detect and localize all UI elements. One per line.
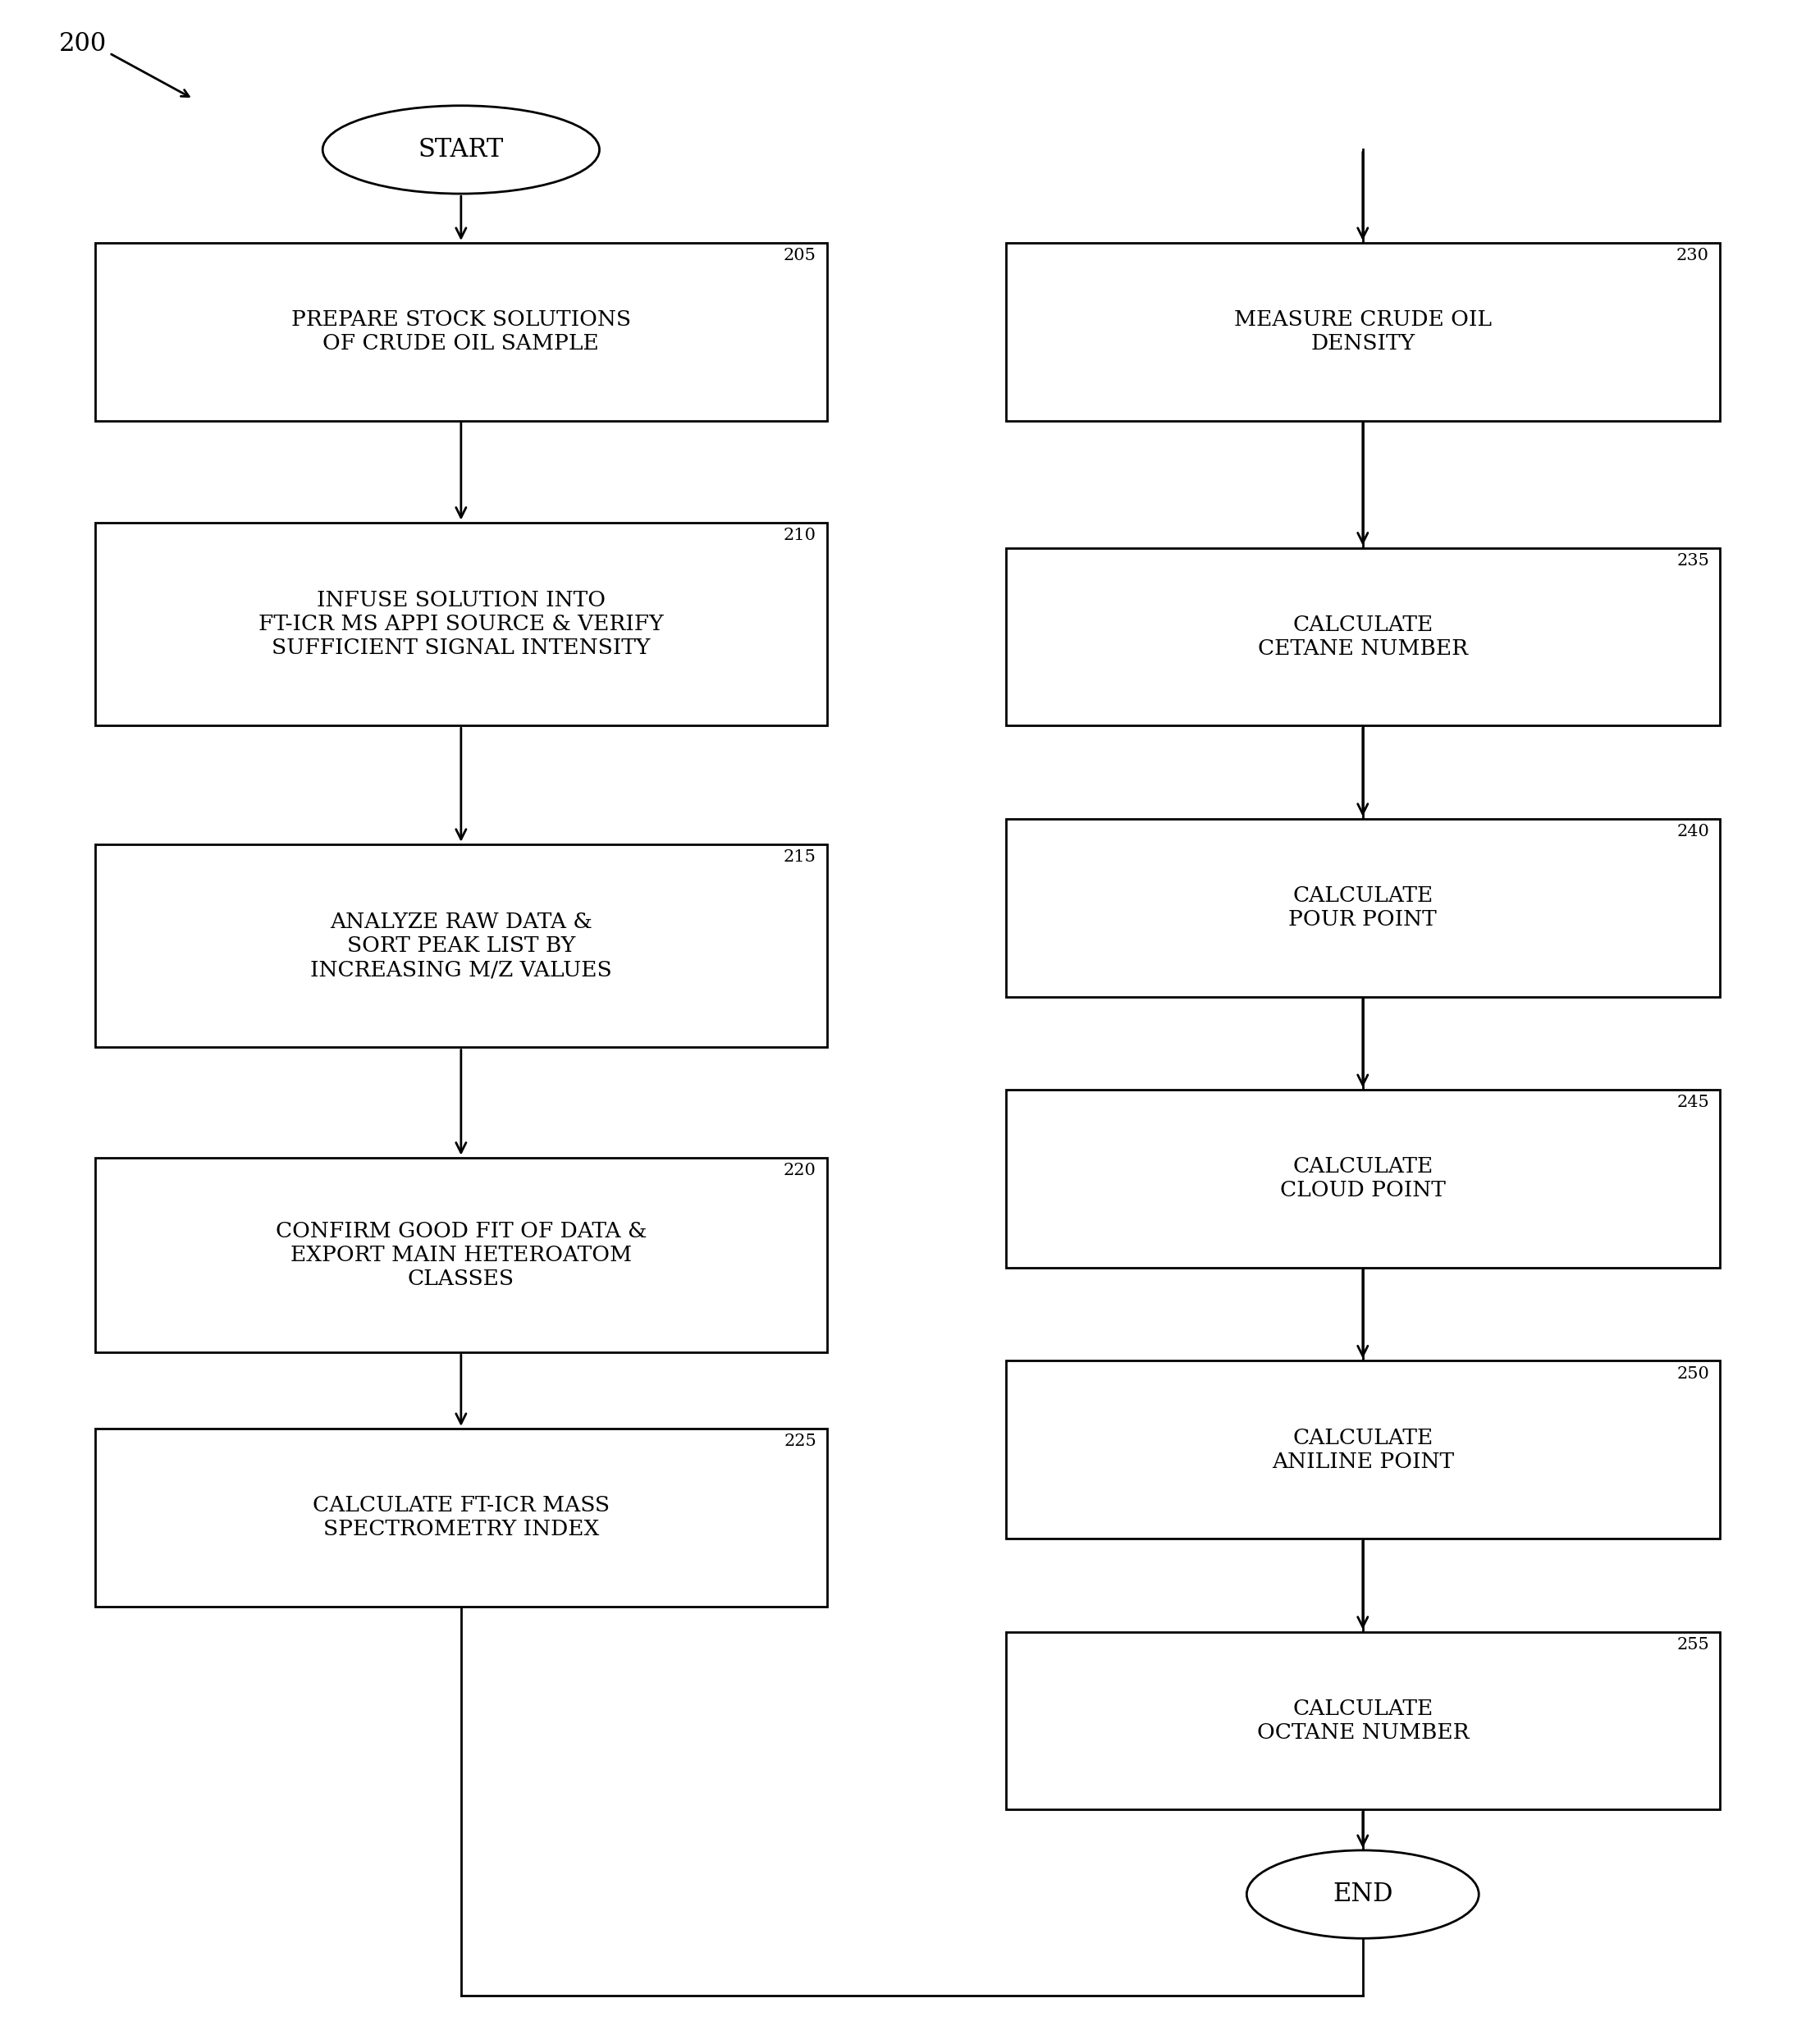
Text: 230: 230 [1677,247,1709,264]
Text: 240: 240 [1677,824,1709,840]
Ellipse shape [1247,1850,1479,1938]
FancyBboxPatch shape [95,1157,827,1353]
FancyBboxPatch shape [1006,243,1720,421]
Text: 255: 255 [1677,1637,1709,1652]
Text: PREPARE STOCK SOLUTIONS
OF CRUDE OIL SAMPLE: PREPARE STOCK SOLUTIONS OF CRUDE OIL SAM… [291,309,631,354]
Text: START: START [419,137,503,161]
FancyBboxPatch shape [1006,1089,1720,1267]
FancyBboxPatch shape [95,523,827,726]
FancyBboxPatch shape [1006,1631,1720,1809]
Text: 205: 205 [783,247,816,264]
FancyBboxPatch shape [95,243,827,421]
Text: CONFIRM GOOD FIT OF DATA &
EXPORT MAIN HETEROATOM
CLASSES: CONFIRM GOOD FIT OF DATA & EXPORT MAIN H… [275,1220,647,1290]
FancyBboxPatch shape [95,844,827,1047]
FancyBboxPatch shape [95,1429,827,1607]
Text: CALCULATE
OCTANE NUMBER: CALCULATE OCTANE NUMBER [1256,1699,1468,1744]
Text: INFUSE SOLUTION INTO
FT-ICR MS APPI SOURCE & VERIFY
SUFFICIENT SIGNAL INTENSITY: INFUSE SOLUTION INTO FT-ICR MS APPI SOUR… [259,591,663,658]
FancyBboxPatch shape [1006,1361,1720,1539]
Text: END: END [1333,1883,1393,1907]
Text: CALCULATE
CLOUD POINT: CALCULATE CLOUD POINT [1279,1157,1445,1200]
Text: 235: 235 [1677,552,1709,568]
Text: 215: 215 [783,848,816,865]
Text: 250: 250 [1677,1365,1709,1382]
Text: 225: 225 [783,1433,816,1449]
FancyBboxPatch shape [1006,820,1720,997]
Text: CALCULATE FT-ICR MASS
SPECTROMETRY INDEX: CALCULATE FT-ICR MASS SPECTROMETRY INDEX [313,1496,609,1539]
Text: 220: 220 [783,1163,816,1177]
Text: CALCULATE
POUR POINT: CALCULATE POUR POINT [1288,885,1438,930]
Text: 245: 245 [1677,1096,1709,1110]
Text: MEASURE CRUDE OIL
DENSITY: MEASURE CRUDE OIL DENSITY [1235,309,1492,354]
FancyBboxPatch shape [1006,548,1720,726]
Text: CALCULATE
ANILINE POINT: CALCULATE ANILINE POINT [1272,1427,1454,1472]
Text: 210: 210 [783,527,816,544]
Text: CALCULATE
CETANE NUMBER: CALCULATE CETANE NUMBER [1258,615,1468,658]
Text: 200: 200 [59,31,108,57]
Ellipse shape [323,106,600,194]
Text: ANALYZE RAW DATA &
SORT PEAK LIST BY
INCREASING M/Z VALUES: ANALYZE RAW DATA & SORT PEAK LIST BY INC… [311,912,611,979]
